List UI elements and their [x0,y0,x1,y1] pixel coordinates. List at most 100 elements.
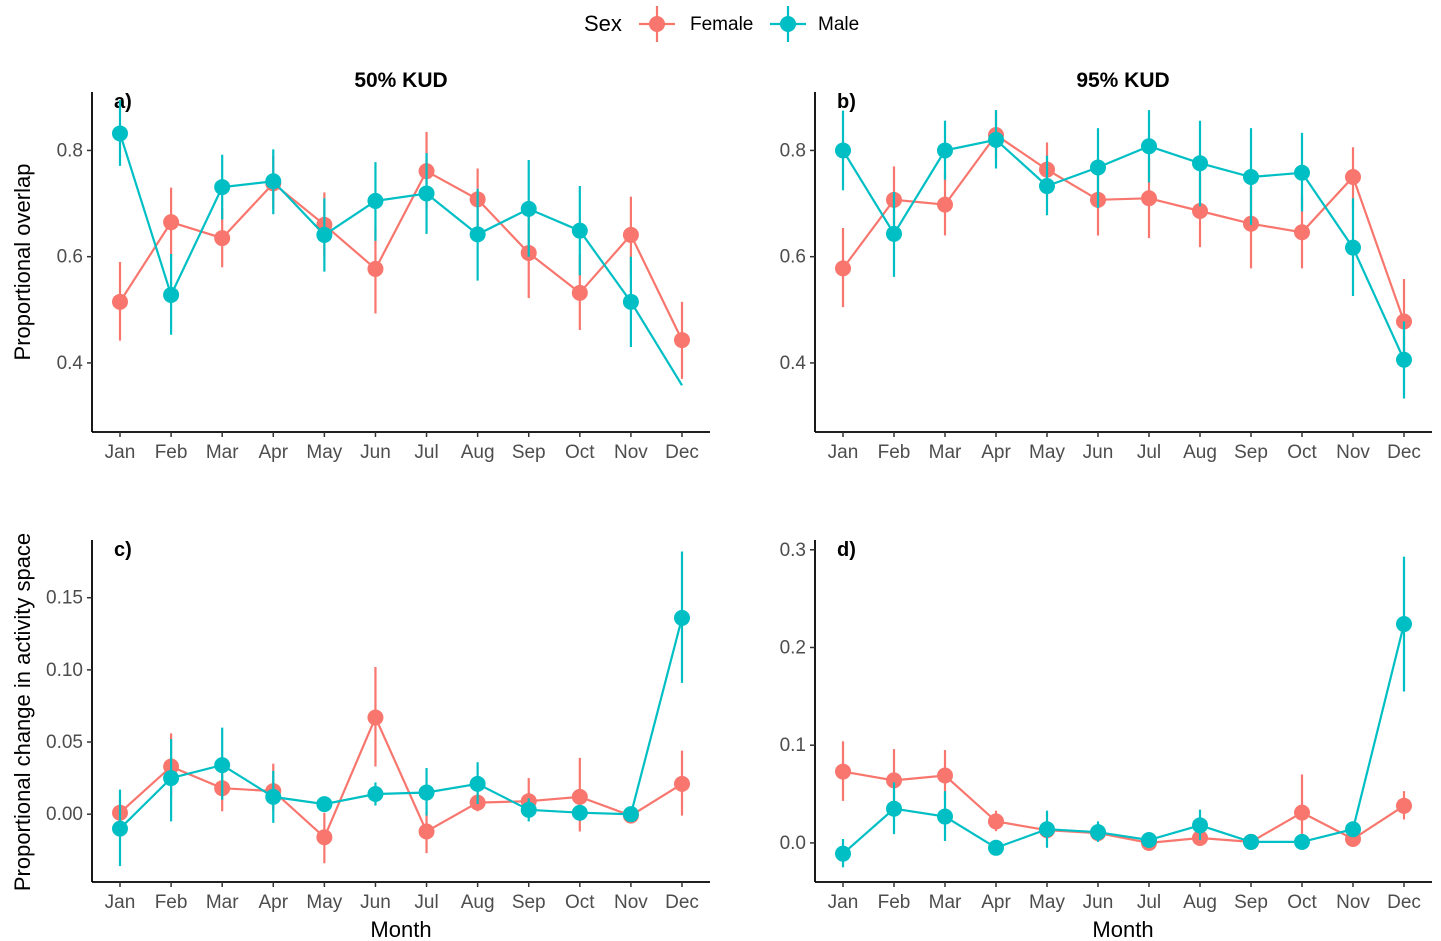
male-series-line [842,138,1406,361]
x-tick-label: Nov [1336,892,1370,913]
male-point [163,770,180,787]
x-tick-label: Feb [155,892,188,913]
x-tick-label: Feb [155,442,188,463]
x-tick-label: Jul [414,892,438,913]
y-axis-title-overlap: Proportional overlap [10,164,35,361]
male-point [1141,831,1157,848]
x-tick-label: Sep [512,892,546,913]
x-tick-label: Oct [565,442,595,463]
male-point [1396,616,1412,633]
male-point [1090,159,1106,176]
male-point [520,801,537,818]
y-tick-label: 0.4 [57,353,84,374]
male-series-line [842,623,1406,855]
x-tick-label: May [306,892,342,913]
legend-label-female: Female [690,14,753,35]
legend-key-female [639,6,675,42]
x-tick-label: Jun [360,892,391,913]
y-axis-title-activity-change: Proportional change in activity space [10,533,35,891]
x-tick-label: Mar [929,892,962,913]
x-axis-title-right: Month [1092,917,1153,941]
female-point [886,772,902,789]
male-point [835,845,851,862]
male-point [112,820,128,837]
male-point [1141,138,1157,155]
x-tick-label: Aug [461,892,495,913]
x-tick-label: Jan [828,892,859,913]
y-tick-label: 0.1 [780,735,806,756]
male-point [1039,178,1055,195]
x-tick-label: Jan [105,442,136,463]
x-tick-label: Jun [1083,442,1114,463]
male-point [1345,239,1361,256]
male-point [163,286,180,303]
y-tick-label: 0.4 [780,353,807,374]
male-point [1243,833,1259,850]
female-point [674,775,690,792]
x-tick-label: Feb [878,892,911,913]
x-tick-label: Jan [828,442,859,463]
panel-tag: a) [114,91,132,113]
female-point [418,823,435,840]
male-point [316,796,333,813]
male-point [835,142,851,159]
female-point [367,709,384,726]
panel-d: 0.0 0.1 0.2 0.3 Jan Feb Mar Apr May Jun Jul Aug Sep O… [780,539,1432,913]
x-tick-label: Jul [414,442,438,463]
female-point [937,196,953,213]
female-series-line [119,714,683,840]
legend-key-male [770,6,806,42]
female-point [988,813,1004,830]
y-tick-label: 0.3 [780,540,806,561]
female-point [835,763,851,780]
x-tick-label: Mar [206,892,239,913]
male-point [418,185,435,202]
female-point [316,829,333,846]
female-point [571,788,588,805]
panel-c: 0.00 0.05 0.10 0.15 Jan Feb Mar Apr May Jun Jul Aug… [46,539,710,913]
male-point [622,806,639,823]
male-point [886,225,902,242]
x-tick-label: Jun [360,442,391,463]
female-point [163,214,180,231]
male-point [469,775,486,792]
x-tick-label: Sep [1234,442,1268,463]
x-tick-label: Apr [981,892,1011,913]
x-tick-label: Dec [665,892,699,913]
female-point [937,767,953,784]
male-point [1396,351,1412,368]
male-point [1345,821,1361,838]
male-point [316,226,333,243]
male-point [367,192,384,209]
male-point [214,179,231,196]
female-point [1294,224,1310,241]
male-point [571,804,588,821]
legend-title: Sex [584,11,622,36]
male-point [674,609,690,626]
female-point [1294,804,1310,821]
female-point [214,230,231,247]
x-tick-label: Nov [614,892,648,913]
female-point [571,284,588,301]
x-tick-label: Apr [258,442,288,463]
x-tick-label: Nov [614,442,648,463]
x-tick-label: Aug [461,442,495,463]
x-tick-label: Mar [929,442,962,463]
female-series-line [842,133,1406,322]
male-point [1192,817,1208,834]
male-point [571,222,588,239]
x-tick-label: Jun [1083,892,1114,913]
y-tick-label: 0.10 [46,660,83,681]
male-point [1294,164,1310,181]
panel-tag: b) [837,91,856,113]
male-point [937,142,953,159]
panel-b: 0.4 0.6 0.8 Jan Feb Mar Apr May Jun Jul Aug Sep Oct N… [780,91,1432,463]
x-tick-label: Dec [665,442,699,463]
male-point [937,808,953,825]
male-series-line [118,133,683,386]
x-tick-label: Aug [1183,892,1217,913]
x-tick-label: Oct [565,892,595,913]
y-tick-label: 0.00 [46,804,83,825]
x-tick-label: Feb [878,442,911,463]
male-series-line [119,617,684,830]
